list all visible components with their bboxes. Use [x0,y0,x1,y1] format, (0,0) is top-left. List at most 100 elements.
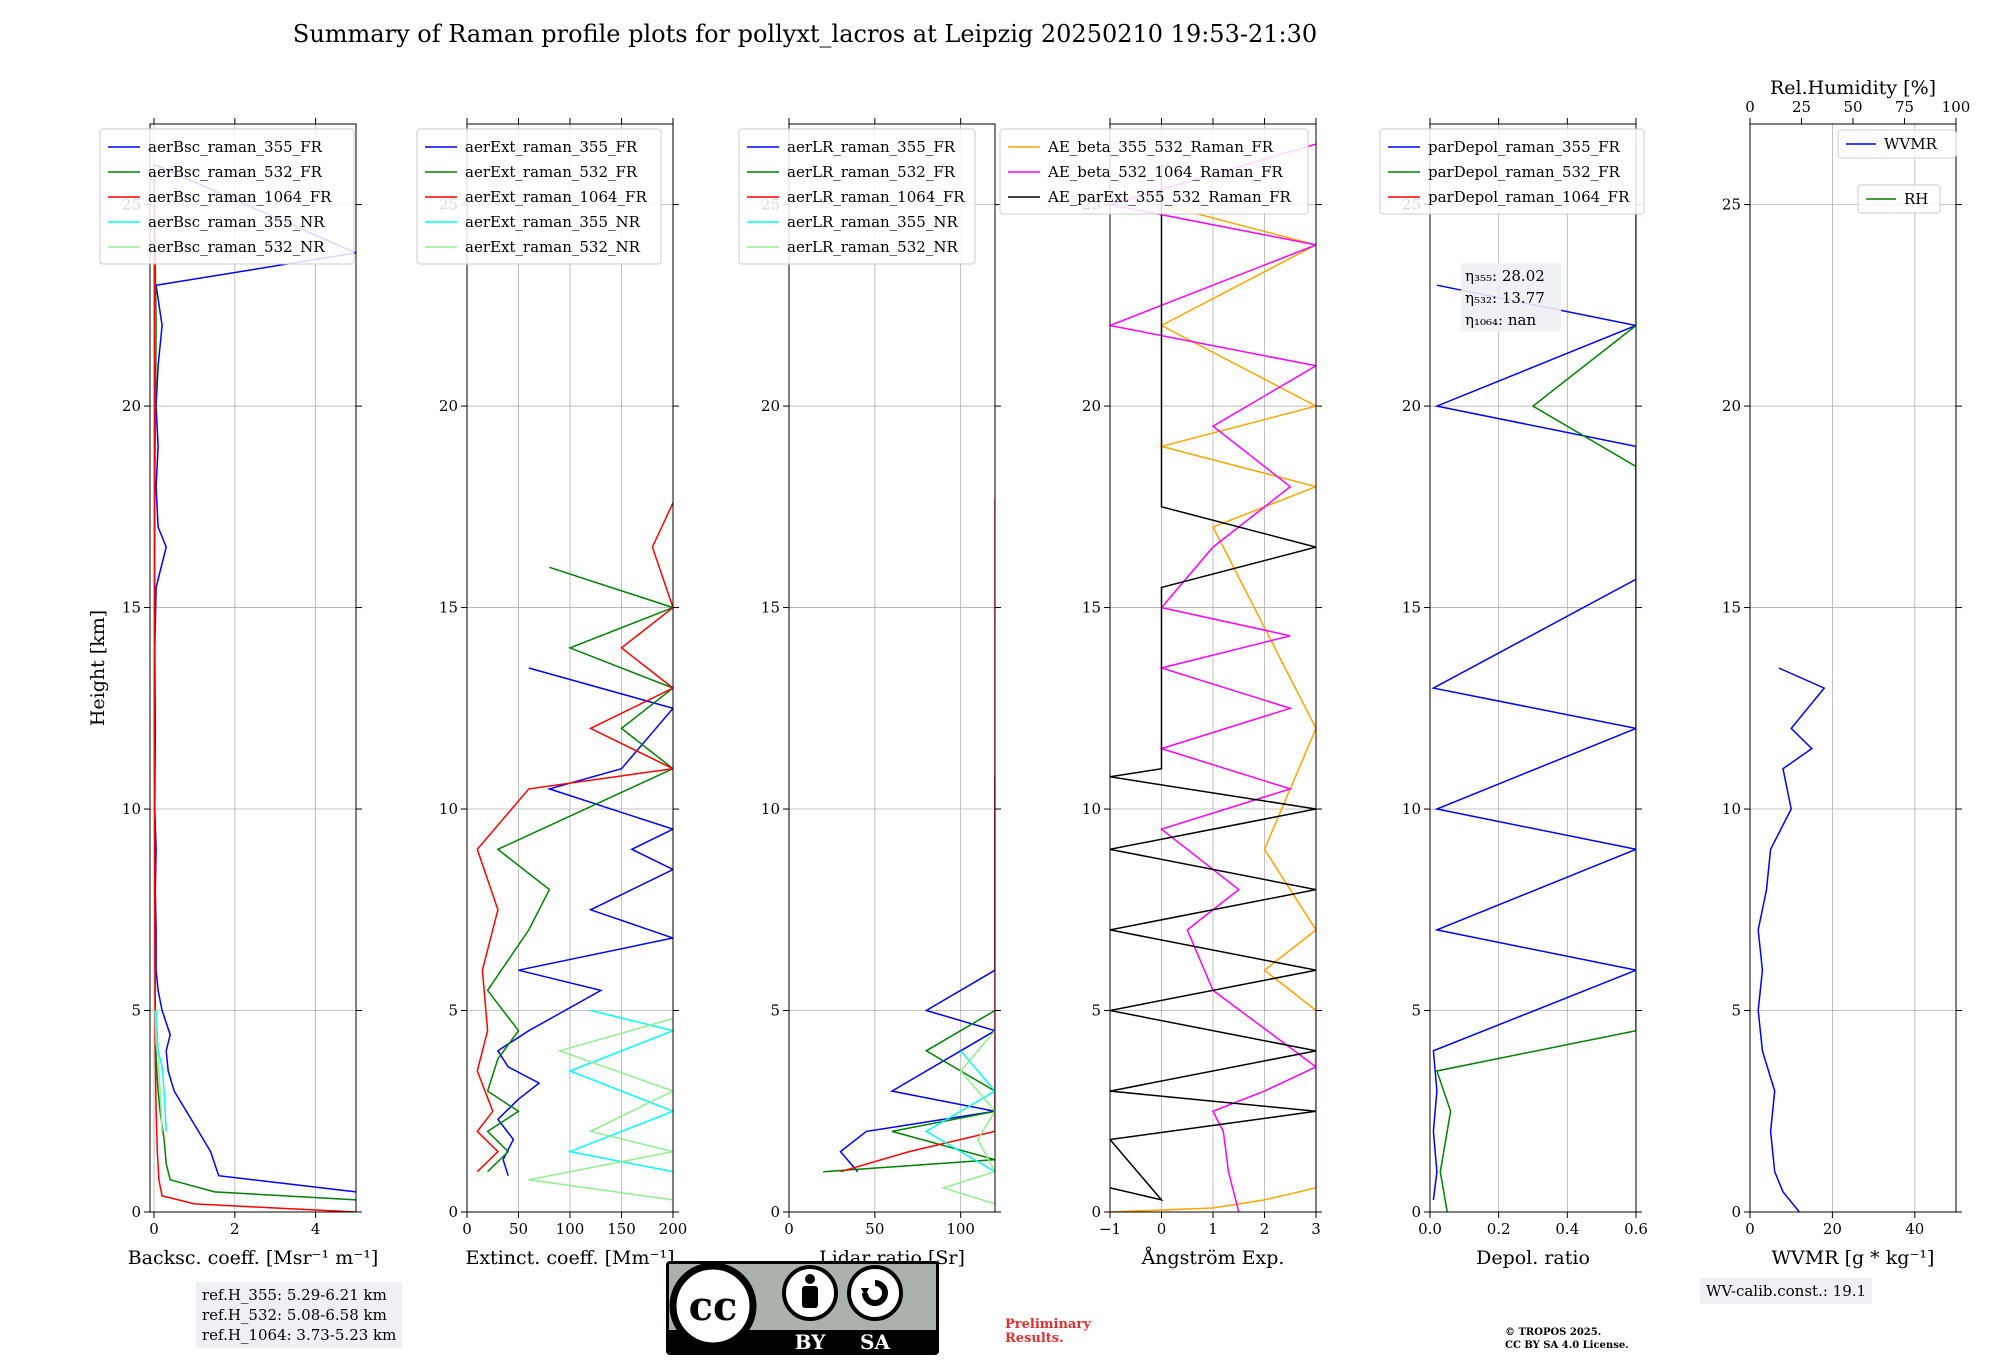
x-axis-label: Extinct. coeff. [Mm⁻¹] [465,1247,674,1269]
x-tick-label: 40 [1905,1220,1924,1238]
annotation-text: η₅₃₂: 13.77 [1465,289,1545,307]
series-line-aerBsc_raman_355_FR [153,163,356,1193]
legend: WVMR RH [1837,129,1957,214]
x-axis-label: WVMR [g * kg⁻¹] [1772,1247,1935,1269]
legend-label: aerExt_raman_1064_FR [465,188,647,206]
x-tick-label: 0 [149,1220,159,1238]
y-tick-label: 10 [761,800,780,818]
legend-label: AE_beta_532_1064_Raman_FR [1047,163,1283,181]
series-line-WVMR [1757,667,1826,1212]
legend-label: parDepol_raman_1064_FR [1428,188,1630,206]
ref-height-info: ref.H_355: 5.29-6.21 km ref.H_532: 5.08-… [196,1282,403,1348]
legend-label: aerLR_raman_355_NR [787,213,958,231]
y-tick-label: 15 [122,599,141,617]
preliminary-line-2: Results. [1005,1331,1064,1346]
series-line-aerExt_raman_532_NR [528,1017,673,1201]
series-line-AE_beta_532_1064_Raman_FR [1110,143,1316,1212]
x2-tick-label: 100 [1942,98,1971,116]
x-tick-label: 2 [230,1220,240,1238]
panel-4: −101230510152025Ångström Exp.AE_beta_355… [999,118,1322,1269]
y-axis-label: Height [km] [87,610,109,726]
legend-box [1379,128,1645,215]
x2-axis-label: Rel.Humidity [%] [1770,77,1936,99]
legend-label: AE_parExt_355_532_Raman_FR [1047,188,1292,206]
y-tick-label: 20 [761,397,780,415]
legend: AE_beta_355_532_Raman_FR AE_beta_532_1064… [999,128,1309,215]
panel-1: 0240510152025Backsc. coeff. [Msr⁻¹ m⁻¹]a… [99,118,378,1269]
y-tick-label: 0 [1411,1203,1421,1221]
legend: aerLR_raman_355_FR aerLR_raman_532_FR aerL… [738,128,976,265]
x-tick-label: 0.2 [1487,1220,1511,1238]
x-tick-label: 50 [509,1220,528,1238]
x2-tick-label: 25 [1792,98,1811,116]
series-line-aerLR_raman_532_FR [823,1009,995,1173]
panel-5: 0.00.20.40.60510152025Depol. ratioparDep… [1379,118,1648,1269]
y-tick-label: 0 [448,1203,458,1221]
legend-label: aerBsc_raman_532_FR [148,163,323,181]
cc-by-sa-badge: cc BY SA [666,1261,939,1355]
series-line-RH [1955,1199,1956,1200]
svg-text:cc: cc [689,1283,738,1330]
annotation-text: η₁₀₆₄: nan [1465,311,1536,329]
by-label: BY [795,1330,827,1354]
legend-label: aerLR_raman_355_FR [787,138,956,156]
panel-3: 0501000510152025Lidar ratio [Sr]aerLR_ra… [738,118,1001,1269]
cc-icon: cc [669,1262,757,1350]
ref-height-355: ref.H_355: 5.29-6.21 km [202,1286,387,1304]
x-tick-label: 0 [1745,1220,1755,1238]
y-tick-label: 10 [122,800,141,818]
x-tick-label: 100 [946,1220,975,1238]
x-tick-label: 0.4 [1555,1220,1579,1238]
legend-box [738,128,976,265]
series-line-aerLR_raman_355_FR [839,776,995,1173]
legend-box [416,128,662,265]
legend-box [1857,184,1941,214]
legend-label: aerLR_raman_532_FR [787,163,956,181]
series-line-aerLR_raman_1064_FR [840,498,995,1173]
y-tick-label: 10 [1082,800,1101,818]
x-tick-label: 200 [659,1220,688,1238]
x-tick-label: 0 [1157,1220,1167,1238]
legend-label: parDepol_raman_355_FR [1428,138,1621,156]
x-tick-label: 2 [1260,1220,1270,1238]
y-tick-label: 10 [439,800,458,818]
legend: aerBsc_raman_355_FR aerBsc_raman_532_FRae… [99,128,355,265]
x-tick-label: 3 [1311,1220,1321,1238]
panel-2: 0501001502000510152025Extinct. coeff. [M… [416,118,688,1269]
y-tick-label: 20 [439,397,458,415]
legend-box [1837,129,1957,159]
x-tick-label: 0 [462,1220,472,1238]
x2-tick-label: 75 [1895,98,1914,116]
legend-label: aerExt_raman_532_NR [465,238,641,256]
x2-tick-label: 0 [1745,98,1755,116]
y-tick-label: 0 [1731,1203,1741,1221]
legend: parDepol_raman_355_FR parDepol_raman_532_… [1379,128,1645,215]
x-tick-label: 100 [556,1220,585,1238]
legend-label: aerExt_raman_355_NR [465,213,641,231]
y-tick-label: 25 [1722,196,1741,214]
legend-box [99,128,355,265]
legend: aerExt_raman_355_FR aerExt_raman_532_FRae… [416,128,662,265]
legend-label: parDepol_raman_532_FR [1428,163,1621,181]
x-axis-label: Depol. ratio [1476,1247,1590,1269]
ref-height-532: ref.H_532: 5.08-6.58 km [202,1306,387,1324]
copyright-note: © TROPOS 2025. CC BY SA 4.0 License. [1505,1326,1629,1352]
y-tick-label: 0 [131,1203,141,1221]
legend-label: aerLR_raman_532_NR [787,238,958,256]
by-icon [782,1265,838,1321]
x-tick-label: 4 [311,1220,321,1238]
sa-label: SA [860,1330,890,1354]
y-tick-label: 20 [1402,397,1421,415]
panel-6: 0 20 40 0 5 10 15 20 25 WVMR [g * kg⁻¹] 0 25 50 75 100… [1722,77,1971,1269]
legend-label: aerBsc_raman_355_FR [148,138,323,156]
x-tick-label: 0.6 [1624,1220,1648,1238]
ref-height-1064: ref.H_1064: 3.73-5.23 km [202,1326,397,1344]
legend-label: aerBsc_raman_532_NR [148,238,325,256]
plot-frame [149,123,357,1213]
plot-frame [788,123,996,1213]
legend-label: aerBsc_raman_355_NR [148,213,325,231]
x-axis-label: Ångström Exp. [1141,1247,1285,1269]
x-tick-label: 0.0 [1418,1220,1442,1238]
legend-label: WVMR [1884,135,1938,153]
